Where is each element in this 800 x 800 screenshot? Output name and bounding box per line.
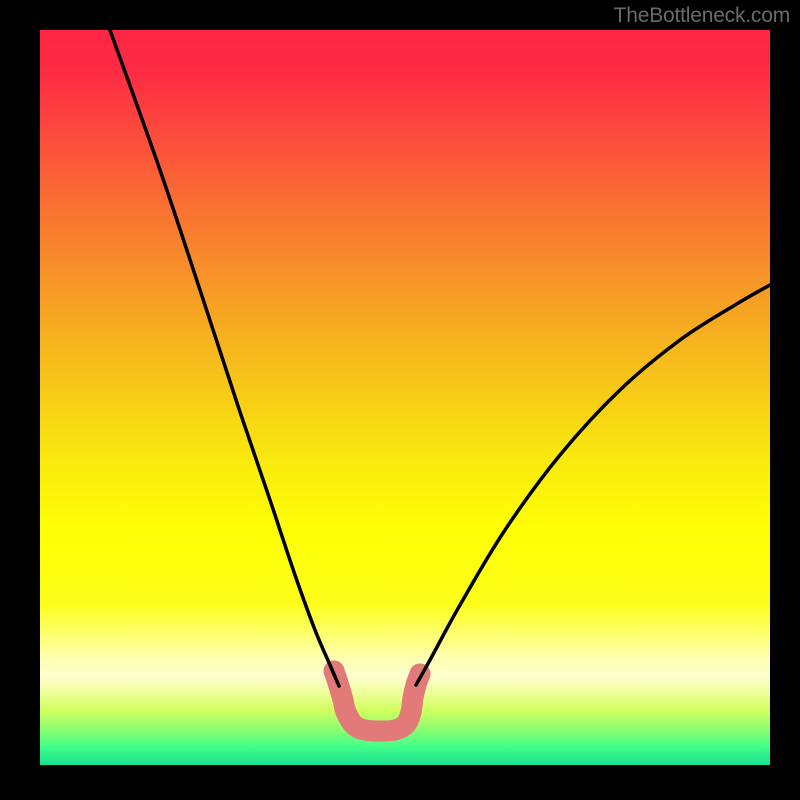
bottleneck-chart xyxy=(0,0,800,800)
watermark-text: TheBottleneck.com xyxy=(614,4,790,28)
chart-container: TheBottleneck.com xyxy=(0,0,800,800)
